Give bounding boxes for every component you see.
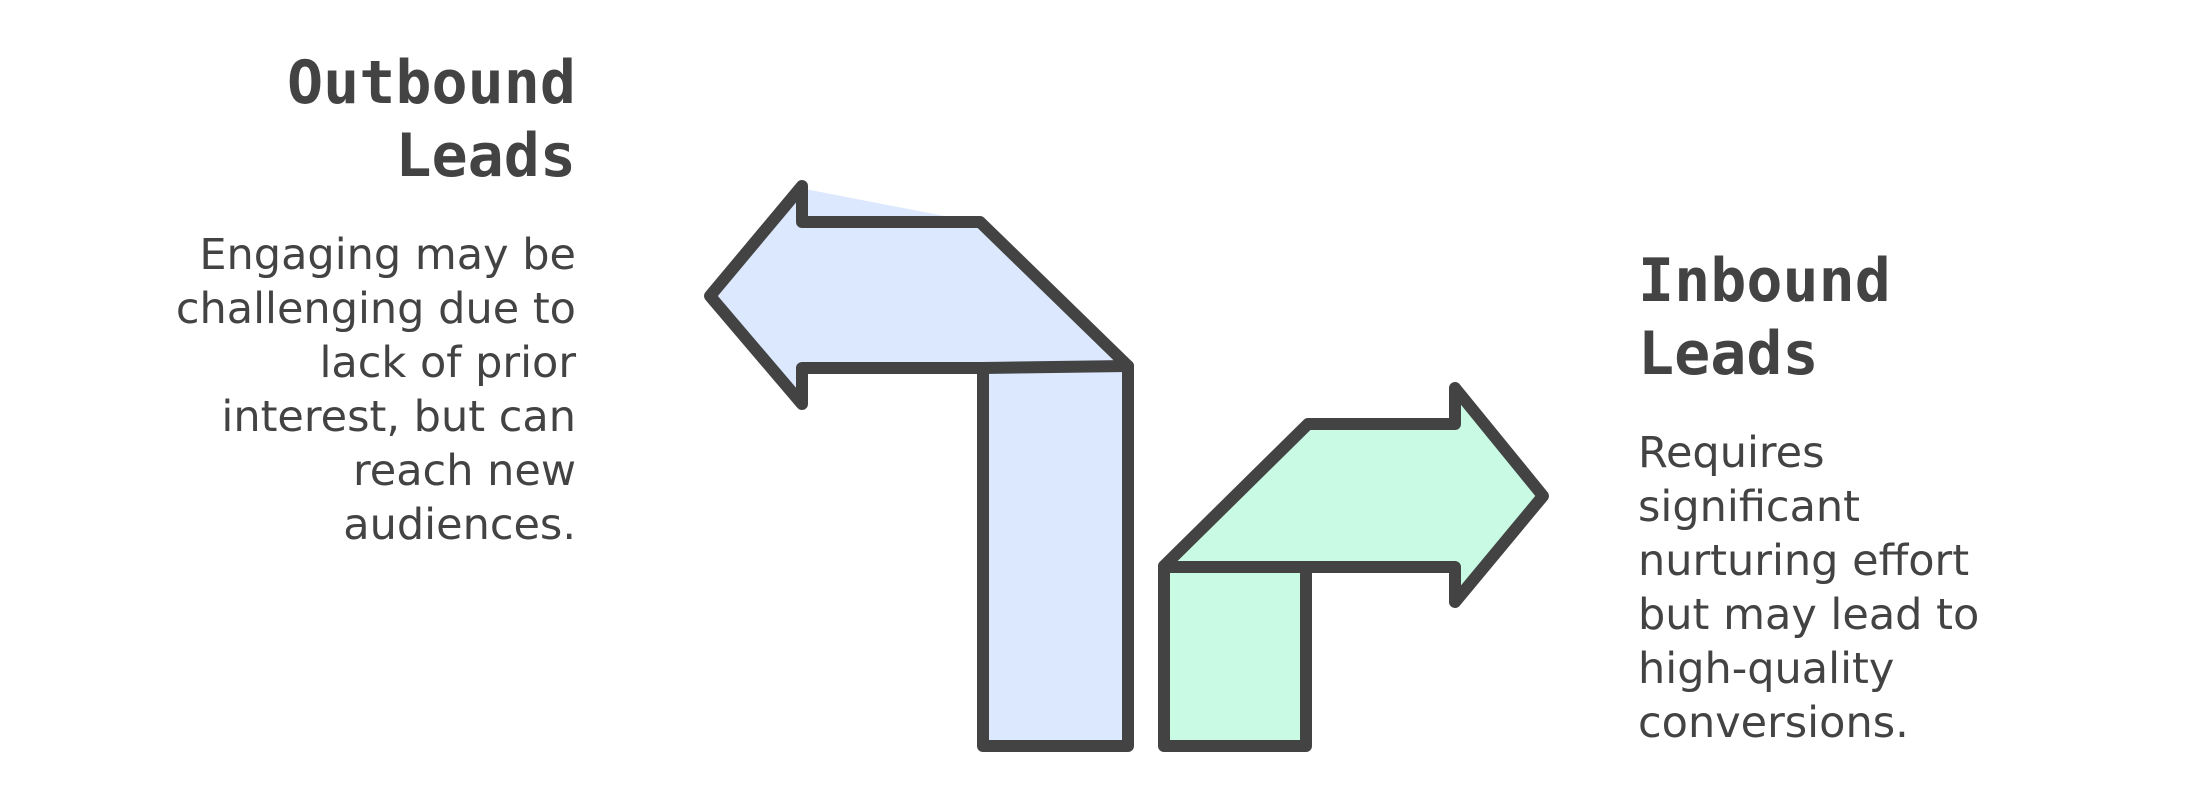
desc-line: Engaging may be (199, 230, 576, 280)
desc-line: reach new (353, 446, 576, 496)
desc-line: high-quality (1638, 644, 1895, 694)
desc-line: challenging due to (175, 284, 576, 334)
right-arrow-outline (1158, 382, 1549, 752)
left-arrow-inner-edge (977, 360, 1134, 374)
desc-line: significant (1638, 482, 1861, 532)
title-line: Outbound (287, 48, 576, 118)
inbound-leads-description: Requires significant nurturing effort bu… (1638, 426, 2198, 750)
desc-line: but may lead to (1638, 590, 1980, 640)
arrow-turn-left-icon (704, 180, 1134, 752)
arrow-turn-right-icon (1158, 382, 1549, 752)
left-arrow-outline (704, 180, 1134, 752)
title-line: Inbound (1638, 246, 1891, 316)
desc-line: nurturing effort (1638, 536, 1970, 586)
inbound-leads-title: Inbound Leads (1638, 245, 2198, 391)
title-line: Leads (395, 121, 576, 191)
desc-line: audiences. (343, 500, 576, 550)
desc-line: Requires (1638, 428, 1825, 478)
desc-line: conversions. (1638, 698, 1909, 748)
desc-line: interest, but can (221, 392, 576, 442)
title-line: Leads (1638, 319, 1819, 389)
desc-line: lack of prior (319, 338, 576, 388)
outbound-leads-description: Engaging may be challenging due to lack … (16, 228, 576, 552)
outbound-leads-title: Outbound Leads (16, 47, 576, 193)
left-arrow-fill (708, 188, 1125, 745)
